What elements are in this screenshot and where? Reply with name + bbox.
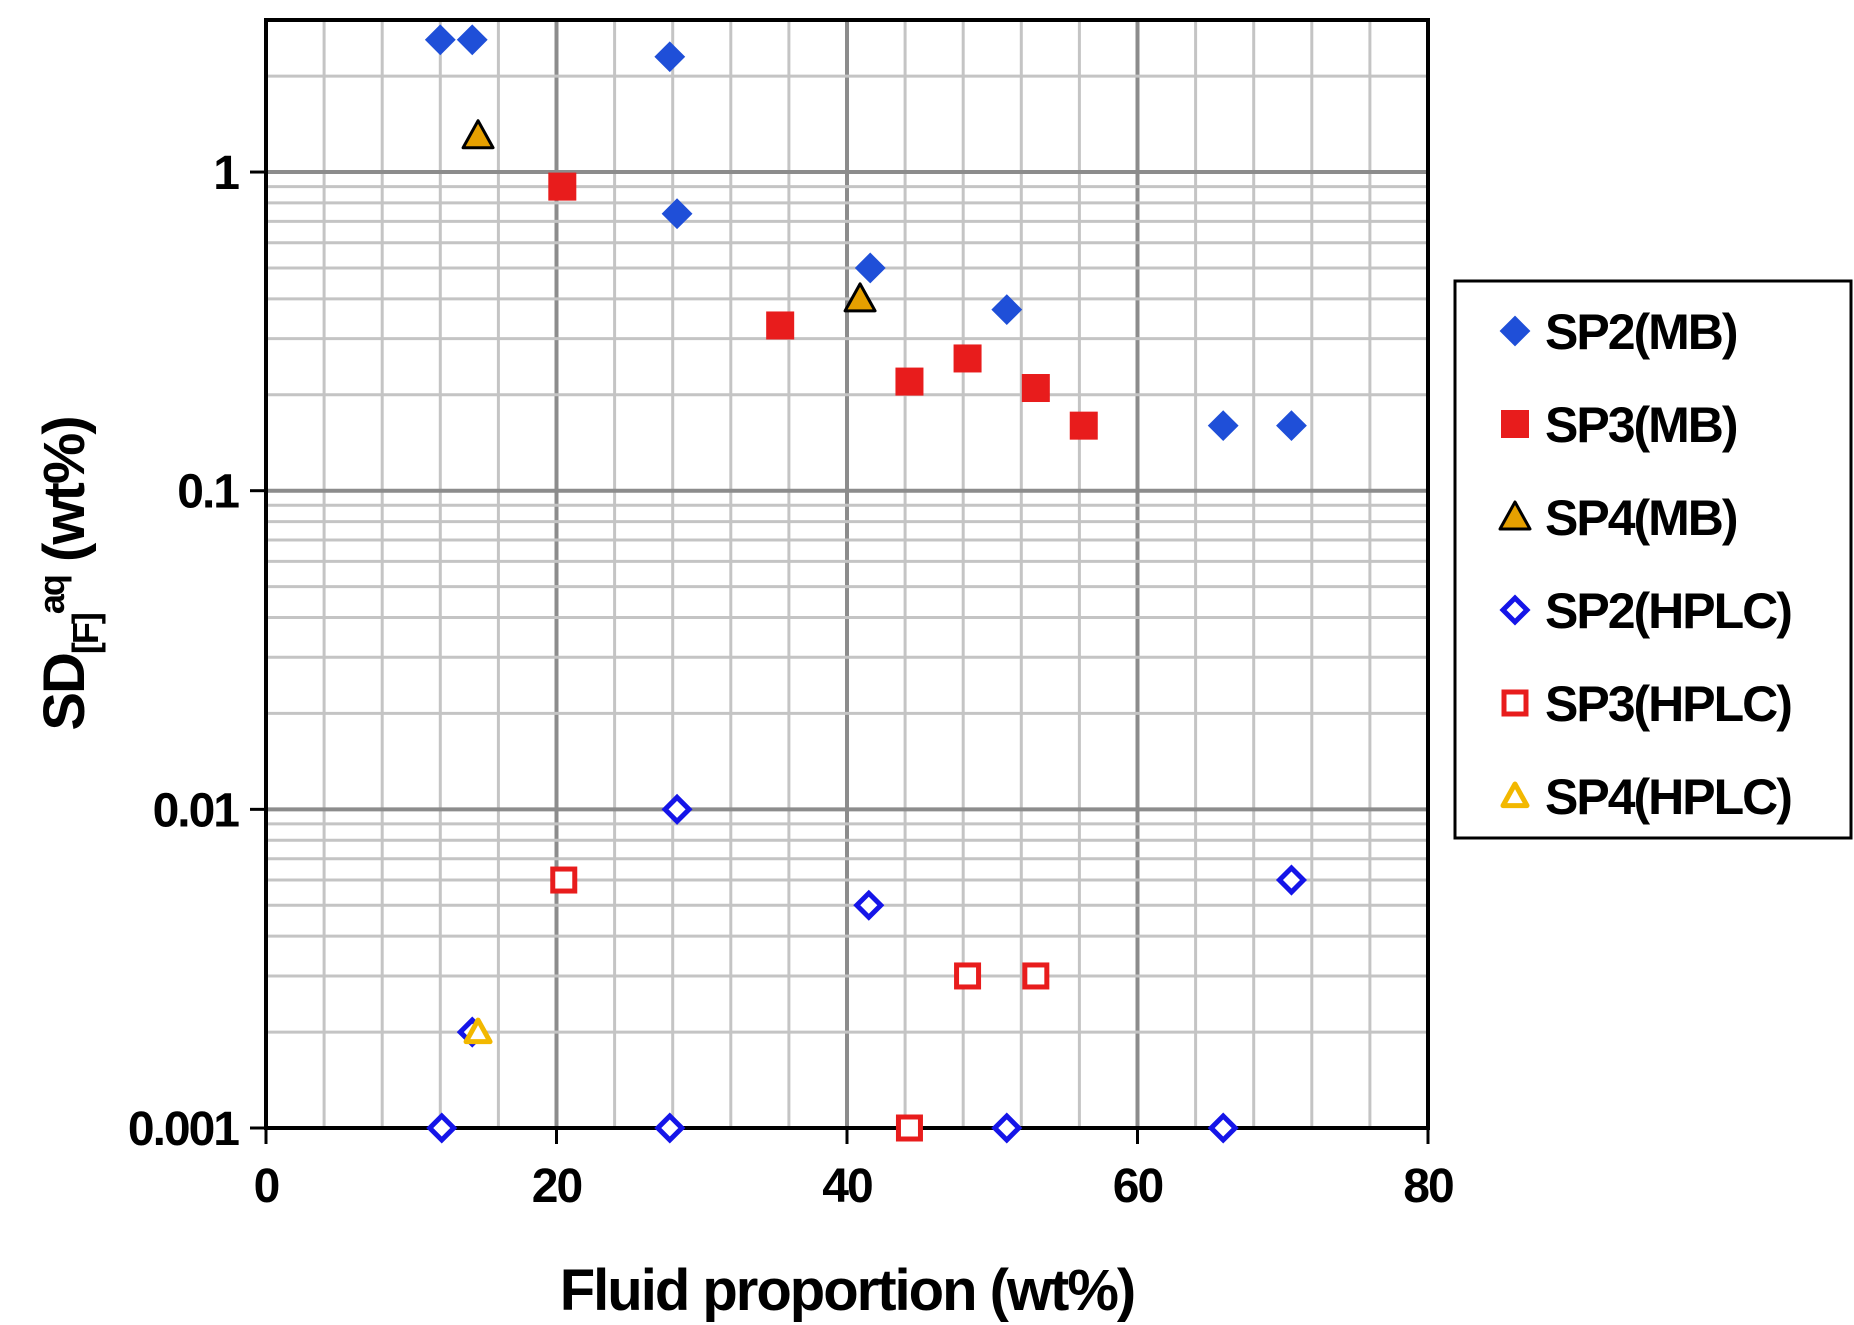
legend-item: SP4(HPLC): [1500, 769, 1793, 825]
legend-label: SP3(MB): [1545, 397, 1737, 453]
x-tick-label: 0: [254, 1160, 279, 1213]
legend-marker: [1498, 500, 1532, 531]
y-tick-label: 0.001: [128, 1103, 239, 1156]
data-point: [853, 889, 885, 921]
series-sp2-hplc: [426, 793, 1308, 1144]
data-point: [1022, 962, 1050, 990]
data-point: [854, 252, 886, 284]
data-point: [654, 41, 686, 73]
legend-marker: [1499, 594, 1531, 626]
y-axis-label-superscript: aq: [31, 576, 72, 614]
legend-item: SP4(MB): [1498, 490, 1739, 546]
y-axis: 0.001 0.01 0.1 1: [128, 147, 266, 1156]
legend-label: SP4(MB): [1545, 490, 1737, 546]
legend-marker: [1501, 410, 1529, 438]
data-point: [1276, 410, 1307, 442]
data-point: [461, 119, 495, 150]
legend-label: SP3(HPLC): [1545, 676, 1791, 732]
series-sp3-mb: [548, 172, 1098, 440]
legend-label: SP2(HPLC): [1545, 583, 1791, 639]
series-sp4-hplc: [463, 1017, 493, 1045]
legend-item: SP2(MB): [1499, 304, 1739, 360]
data-point: [463, 1017, 493, 1045]
y-axis-label-unit: (wt%): [32, 417, 97, 576]
data-point: [766, 311, 795, 340]
legend-label: SP2(MB): [1545, 304, 1737, 360]
series-sp3-hplc: [550, 866, 1050, 1142]
data-point: [895, 367, 924, 396]
data-point: [954, 962, 982, 990]
data-point: [1069, 411, 1098, 440]
data-point: [953, 344, 982, 373]
x-tick-label: 60: [1113, 1160, 1163, 1213]
x-tick-label: 80: [1403, 1160, 1453, 1213]
y-tick-label: 0.01: [153, 784, 240, 837]
data-point: [991, 1112, 1023, 1144]
x-tick-label: 20: [532, 1160, 582, 1213]
data-point: [895, 1114, 923, 1142]
legend-marker: [1500, 781, 1530, 809]
data-point: [550, 866, 578, 894]
data-point: [424, 24, 456, 56]
data-point: [1207, 410, 1239, 442]
data-point: [1021, 374, 1050, 403]
legend-label: SP4(HPLC): [1545, 769, 1791, 825]
legend: SP2(MB) SP3(MB) SP4(MB) SP2(HPLC) SP3(HPLC) S…: [1453, 279, 1853, 840]
data-point: [654, 1112, 686, 1144]
data-point: [991, 294, 1023, 326]
data-point: [843, 282, 877, 313]
x-axis-label: Fluid proportion (wt%): [560, 1258, 1135, 1323]
grid: [264, 18, 1430, 1130]
legend-marker: [1501, 689, 1529, 717]
data-point: [661, 793, 693, 825]
data-point: [456, 24, 488, 56]
legend-item: SP3(HPLC): [1501, 676, 1793, 732]
legend-item: SP2(HPLC): [1499, 583, 1793, 639]
series-sp2-mb: [424, 24, 1307, 442]
y-axis-label: SD[F]aq (wt%): [31, 417, 106, 730]
legend-marker: [1499, 315, 1531, 347]
legend-item: SP3(MB): [1501, 397, 1739, 453]
y-tick-label: 1: [213, 147, 239, 200]
data-point: [1207, 1112, 1239, 1144]
data-point: [1275, 864, 1308, 896]
series-sp4-mb: [461, 119, 877, 313]
y-axis-label-subscript: [F]: [65, 614, 106, 654]
data-point: [548, 172, 577, 201]
data-points: [424, 24, 1308, 1144]
y-axis-label-main: SD: [32, 654, 97, 731]
y-tick-label: 0.1: [177, 466, 239, 519]
x-axis: 0 20 40 60 80: [254, 1128, 1455, 1213]
data-point: [426, 1112, 458, 1144]
data-point: [661, 198, 693, 230]
legend-box: [1453, 279, 1853, 840]
x-tick-label: 40: [822, 1160, 872, 1213]
